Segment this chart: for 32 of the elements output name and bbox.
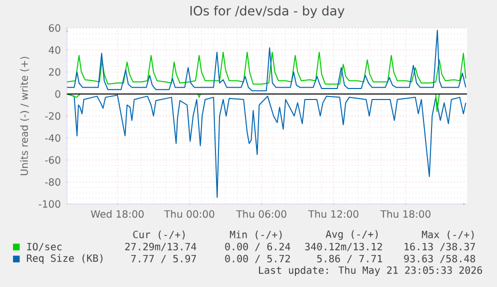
- y-tick-label: 40: [48, 46, 60, 54]
- x-tick-label: Thu 00:00: [164, 210, 214, 218]
- x-tick-label: Wed 18:00: [90, 210, 144, 218]
- text: Cur (-/+): [133, 230, 185, 240]
- text: 27.29m/13.74: [125, 242, 196, 252]
- text: 0.00 / 6.24: [225, 242, 290, 252]
- y-tick-label: 20: [48, 68, 60, 76]
- text: 5.86 / 7.71: [317, 254, 382, 264]
- y-tick-label: -20: [45, 112, 60, 120]
- legend-label: IO/sec: [27, 242, 62, 252]
- text: 340.12m/13.12: [305, 242, 382, 252]
- y-tick-label: -60: [45, 156, 60, 164]
- text: 7.77 / 5.97: [131, 254, 196, 264]
- text: 0.00 / 5.72: [225, 254, 290, 264]
- y-tick-label: -80: [45, 178, 60, 186]
- x-tick-label: Thu 12:00: [308, 210, 358, 218]
- y-axis-title: Units read (-) / write (+): [20, 56, 30, 176]
- chart-title: IOs for /dev/sda - by day: [190, 6, 344, 18]
- legend-label: Req Size (KB): [26, 254, 102, 264]
- y-tick-label: 60: [48, 24, 60, 32]
- text: Min (-/+): [230, 230, 282, 240]
- text: Last update: Thu May 21 23:05:33 2026: [259, 266, 482, 276]
- text: 16.13 /38.37: [404, 242, 475, 252]
- text: Max (-/+): [422, 230, 474, 240]
- y-tick-label: -40: [45, 134, 60, 142]
- x-tick-label: Thu 06:00: [236, 210, 286, 218]
- line-series: [67, 30, 466, 92]
- text: Avg (-/+): [326, 230, 378, 240]
- y-tick-label: 0: [55, 90, 60, 98]
- y-tick-label: -100: [38, 200, 60, 208]
- text: 93.63 /58.48: [404, 254, 476, 264]
- x-tick-label: Thu 18:00: [380, 210, 430, 218]
